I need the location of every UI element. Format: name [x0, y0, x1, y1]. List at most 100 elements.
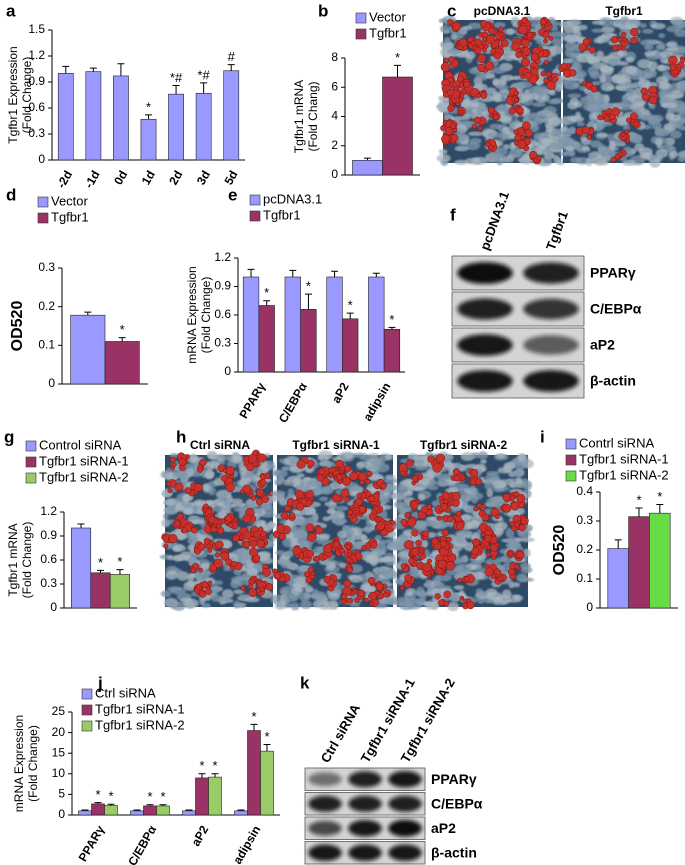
legend-swatch	[38, 213, 48, 223]
cell	[589, 57, 601, 64]
significance-mark: *	[160, 789, 165, 804]
legend-swatch	[566, 439, 576, 449]
x-tick-label: aP2	[329, 380, 352, 406]
cell	[239, 467, 246, 475]
blot-band	[388, 771, 422, 787]
cell	[492, 480, 506, 488]
cell	[324, 601, 338, 610]
error-bar	[289, 270, 296, 277]
lipid-droplet	[467, 37, 472, 42]
lipid-droplet	[250, 540, 257, 547]
lipid-droplet	[480, 21, 487, 28]
y-tick-label: 25	[52, 704, 66, 718]
lipid-droplet	[221, 475, 227, 481]
lipid-droplet	[347, 567, 353, 573]
lipid-droplet	[579, 44, 586, 51]
y-tick-label: 0	[50, 600, 57, 614]
lipid-droplet	[485, 568, 494, 577]
blot-band	[388, 820, 422, 837]
blot-band	[457, 262, 512, 284]
cell	[595, 99, 605, 109]
image-label: Tgfbr1 siRNA-1	[292, 438, 380, 452]
y-tick-label: 0.3	[214, 336, 231, 350]
error-bar	[117, 64, 124, 76]
lipid-droplet	[481, 92, 487, 98]
cell	[352, 533, 366, 540]
lipid-droplet	[461, 476, 466, 481]
lipid-droplet	[446, 562, 455, 571]
lipid-droplet	[329, 473, 334, 478]
legend-swatch	[26, 441, 36, 451]
lipid-droplet	[258, 454, 266, 462]
cell	[489, 153, 503, 157]
cell	[218, 598, 233, 602]
cell	[571, 116, 584, 123]
cell	[588, 66, 599, 76]
cell	[555, 85, 564, 92]
cell	[588, 92, 595, 101]
lipid-droplet	[630, 113, 637, 120]
lipid-droplet	[363, 489, 367, 493]
cell	[411, 591, 424, 596]
cell	[223, 565, 229, 572]
lipid-droplet	[323, 555, 328, 560]
lipid-droplet	[405, 512, 411, 518]
lipid-droplet	[348, 552, 352, 556]
cell	[670, 114, 681, 121]
bar	[384, 329, 400, 372]
cell	[165, 570, 178, 579]
bar	[285, 277, 301, 372]
cell	[465, 464, 479, 469]
lipid-droplet	[384, 592, 389, 597]
lipid-droplet	[355, 553, 362, 560]
lipid-droplet	[631, 37, 638, 44]
cell	[592, 20, 605, 24]
bar	[248, 731, 261, 815]
lipid-droplet	[618, 37, 623, 42]
lipid-droplet	[612, 45, 618, 51]
legend-label: Ctrl siRNA	[95, 685, 156, 700]
y-tick-label: 0	[38, 152, 45, 166]
lipid-droplet	[508, 552, 513, 557]
cell	[455, 536, 465, 544]
lipid-droplet	[485, 62, 494, 71]
cell	[484, 482, 492, 490]
cell	[530, 22, 537, 27]
cell	[435, 582, 445, 587]
legend-swatch	[38, 197, 48, 207]
cell	[353, 453, 368, 458]
lipid-droplet	[447, 89, 454, 96]
cell	[182, 499, 189, 505]
cell	[176, 533, 187, 540]
lipid-droplet	[530, 151, 537, 158]
lipid-droplet	[582, 126, 589, 133]
bar	[91, 573, 110, 608]
lipid-droplet	[256, 489, 264, 497]
cell	[172, 545, 186, 552]
y-tick-label: 10	[52, 766, 66, 780]
cell	[512, 471, 522, 477]
lipid-droplet	[474, 117, 480, 123]
panel-letter: e	[228, 185, 237, 204]
cell	[608, 57, 619, 66]
significance-mark: *	[120, 322, 125, 337]
cell	[633, 135, 643, 143]
lipid-droplet	[365, 598, 369, 602]
cell	[455, 146, 469, 152]
lipid-droplet	[582, 81, 586, 85]
lipid-droplet	[323, 544, 332, 553]
lipid-droplet	[454, 475, 460, 481]
lipid-droplet	[204, 538, 210, 544]
cell	[283, 595, 298, 603]
lipid-droplet	[359, 506, 366, 513]
lipid-droplet	[472, 124, 477, 129]
lipid-droplet	[401, 563, 406, 568]
lipid-droplet	[404, 540, 413, 549]
y-axis-label: (Fold Chang)	[306, 81, 320, 151]
lipid-droplet	[503, 504, 511, 512]
error-bar	[248, 269, 255, 277]
cell	[516, 573, 528, 582]
lipid-droplet	[477, 54, 485, 62]
bar	[353, 160, 383, 175]
